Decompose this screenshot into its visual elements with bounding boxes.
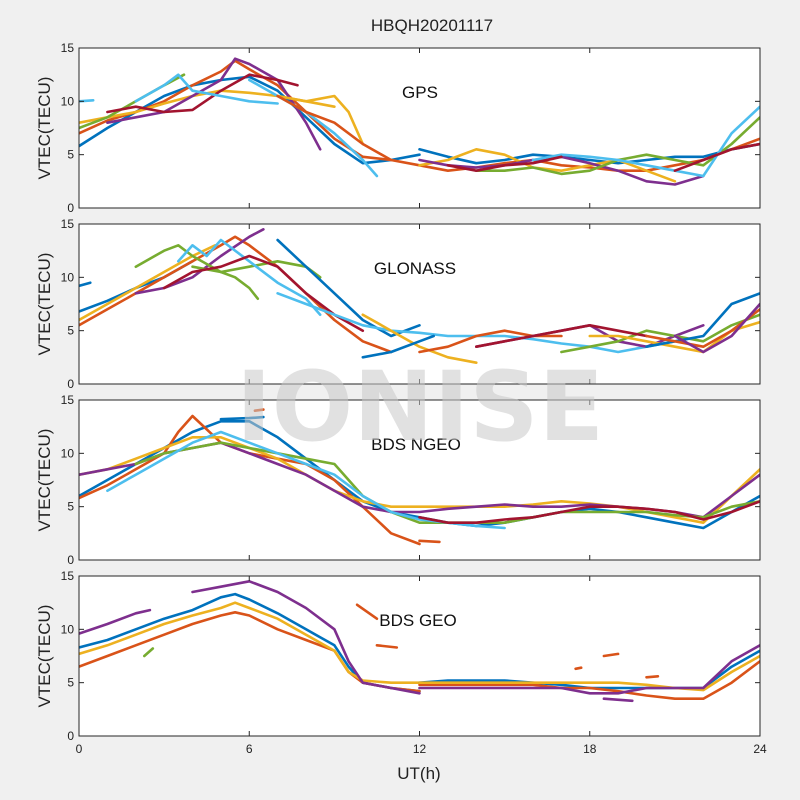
series-line bbox=[531, 105, 760, 178]
y-tick-label: 0 bbox=[67, 553, 74, 567]
x-tick-label: 6 bbox=[246, 742, 253, 756]
series-line bbox=[673, 302, 760, 354]
x-tick-label: 12 bbox=[413, 742, 427, 756]
series-line bbox=[645, 292, 760, 348]
y-tick-label: 0 bbox=[67, 729, 74, 743]
x-tick-label: 0 bbox=[76, 742, 83, 756]
series-line bbox=[191, 265, 260, 300]
y-tick-label: 10 bbox=[61, 270, 75, 284]
series-line bbox=[134, 73, 279, 105]
series-line bbox=[418, 500, 760, 524]
chart-title: HBQH20201117 bbox=[371, 16, 493, 35]
y-tick-label: 5 bbox=[67, 324, 74, 338]
watermark: IONISE bbox=[236, 351, 604, 463]
series-line bbox=[418, 654, 760, 692]
y-axis-label: VTEC(TECU) bbox=[35, 253, 54, 356]
series-line bbox=[162, 254, 365, 332]
series-line bbox=[574, 666, 583, 671]
series-line bbox=[106, 57, 322, 151]
series-line bbox=[355, 603, 379, 620]
series-line bbox=[361, 313, 478, 364]
series-line bbox=[418, 142, 760, 165]
panel-label: GLONASS bbox=[374, 259, 456, 278]
series-line bbox=[177, 238, 322, 316]
series-line bbox=[143, 647, 155, 658]
y-tick-label: 15 bbox=[61, 217, 75, 231]
y-axis-label: VTEC(TECU) bbox=[35, 77, 54, 180]
series-line bbox=[79, 608, 152, 635]
panel-label: BDS GEO bbox=[379, 611, 456, 630]
series-line bbox=[375, 644, 399, 649]
series-group bbox=[79, 228, 760, 364]
y-tick-label: 10 bbox=[61, 446, 75, 460]
y-axis-label: VTEC(TECU) bbox=[35, 429, 54, 532]
plot-area bbox=[79, 48, 760, 208]
y-tick-label: 15 bbox=[61, 393, 75, 407]
series-line bbox=[560, 313, 760, 354]
panel-gps: 0 5 10 15 VTEC(TECU) GPS bbox=[35, 41, 761, 215]
series-line bbox=[418, 660, 760, 700]
y-tick-label: 10 bbox=[61, 94, 75, 108]
series-line bbox=[79, 244, 217, 322]
series-line bbox=[134, 228, 265, 295]
y-tick-label: 0 bbox=[67, 377, 74, 391]
series-line bbox=[219, 415, 265, 421]
y-tick-label: 10 bbox=[61, 622, 75, 636]
panel-label: GPS bbox=[402, 83, 438, 102]
y-tick-label: 15 bbox=[61, 41, 75, 55]
panel-bds-geo: 0 6 12 18 24 0 5 10 15 VTEC(TECU) BDS GEO bbox=[35, 569, 767, 756]
series-line bbox=[645, 675, 660, 679]
series-line bbox=[361, 334, 435, 359]
series-line bbox=[106, 73, 299, 114]
panel-glonass: 0 5 10 15 VTEC(TECU) GLONASS bbox=[35, 217, 761, 391]
plot-area bbox=[79, 224, 760, 384]
series-line bbox=[191, 580, 421, 695]
plot-area bbox=[79, 400, 760, 560]
series-line bbox=[475, 324, 648, 348]
plot-area bbox=[79, 576, 760, 736]
panel-label: BDS NGEO bbox=[371, 435, 461, 454]
series-group bbox=[79, 57, 760, 186]
series-line bbox=[602, 652, 620, 658]
x-axis-label: UT(h) bbox=[397, 764, 440, 783]
series-group bbox=[79, 408, 760, 546]
series-line bbox=[276, 94, 393, 162]
x-tick-label: 24 bbox=[753, 742, 767, 756]
series-line bbox=[418, 644, 760, 695]
series-line bbox=[446, 155, 563, 172]
y-tick-label: 0 bbox=[67, 201, 74, 215]
series-line bbox=[602, 697, 634, 703]
series-line bbox=[248, 78, 379, 178]
series-line bbox=[418, 148, 677, 183]
series-group bbox=[79, 580, 760, 703]
series-line bbox=[253, 408, 265, 412]
y-tick-label: 15 bbox=[61, 569, 75, 583]
panels: 0 5 10 15 VTEC(TECU) GPS 0 5 10 15 VTEC(TECU) GLONA… bbox=[35, 41, 767, 756]
x-tick-label: 18 bbox=[583, 742, 597, 756]
y-tick-label: 5 bbox=[67, 500, 74, 514]
y-tick-label: 5 bbox=[67, 148, 74, 162]
panel-bds-ngeo: 0 5 10 15 VTEC(TECU) BDS NGEO bbox=[35, 393, 761, 567]
series-line bbox=[79, 281, 92, 288]
series-line bbox=[673, 142, 760, 172]
series-line bbox=[276, 94, 365, 146]
y-axis-label: VTEC(TECU) bbox=[35, 605, 54, 708]
series-line bbox=[361, 137, 760, 172]
series-line bbox=[418, 539, 441, 544]
y-tick-label: 5 bbox=[67, 676, 74, 690]
